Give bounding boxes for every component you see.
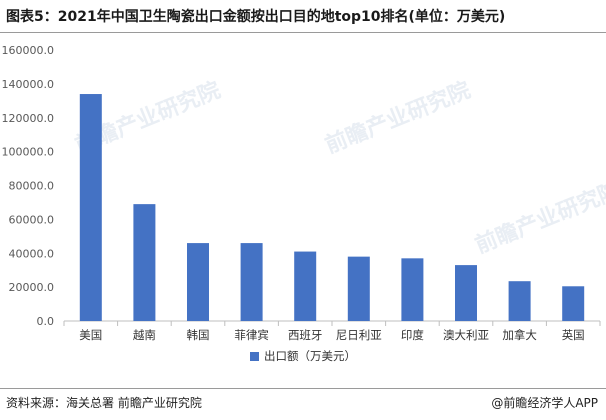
x-tick-label: 韩国 [187, 328, 210, 342]
bar [79, 94, 102, 321]
legend-label: 出口额（万美元） [264, 349, 356, 363]
bar [562, 286, 585, 321]
y-tick-label: 60000.0 [9, 213, 55, 226]
y-tick-label: 160000.0 [2, 44, 55, 57]
x-tick-label: 英国 [562, 328, 585, 342]
bar [294, 251, 317, 321]
x-tick-label: 西班牙 [288, 328, 323, 342]
x-tick-label: 澳大利亚 [443, 328, 489, 342]
bar [240, 243, 263, 321]
bar [347, 256, 370, 321]
y-tick-label: 120000.0 [2, 112, 55, 125]
title-divider [0, 32, 606, 33]
bar [187, 243, 209, 321]
bar [133, 204, 156, 321]
x-tick-label: 加拿大 [502, 328, 537, 342]
chart-title: 图表5：2021年中国卫生陶瓷出口金额按出口目的地top10排名(单位：万美元) [6, 9, 506, 25]
legend-swatch [250, 352, 259, 361]
y-tick-label: 140000.0 [2, 78, 55, 91]
bar [508, 281, 531, 321]
y-tick-label: 40000.0 [9, 247, 55, 260]
y-tick-label: 20000.0 [9, 281, 55, 294]
bar [455, 265, 477, 321]
x-tick-label: 菲律宾 [234, 328, 269, 342]
y-tick-label: 100000.0 [2, 146, 55, 159]
x-tick-label: 美国 [79, 328, 102, 342]
x-tick-label: 印度 [401, 328, 424, 342]
bar [401, 258, 424, 321]
source-note: 资料来源：海关总署 前瞻产业研究院 [6, 396, 202, 410]
y-tick-label: 80000.0 [9, 180, 55, 193]
footer-divider [0, 388, 606, 389]
y-tick-label: 0.0 [37, 315, 55, 328]
x-tick-label: 尼日利亚 [336, 328, 382, 342]
brand-credit: @前瞻经济学人APP [491, 396, 598, 410]
x-tick-label: 越南 [133, 328, 156, 342]
